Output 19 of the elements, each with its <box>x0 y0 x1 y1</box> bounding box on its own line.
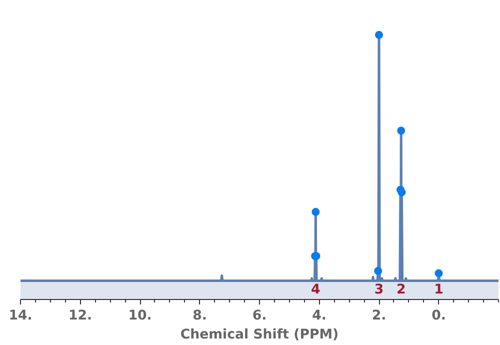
x-tick-label: 12. <box>68 308 92 324</box>
point <box>312 208 320 216</box>
point <box>434 269 443 278</box>
point <box>397 126 406 135</box>
point <box>375 30 383 39</box>
x-tick-label: 2. <box>372 308 386 324</box>
annotation: 4 <box>311 282 320 298</box>
x-tick-label: 6. <box>252 308 267 324</box>
x-tick-label: 14. <box>8 308 32 324</box>
x-tick-label: 8. <box>192 308 207 324</box>
x-tick-label: 4. <box>312 308 326 324</box>
x-tick-label: 0. <box>432 308 446 324</box>
x-tick-label: 10. <box>128 308 152 324</box>
annotation: 2 <box>396 282 406 298</box>
annotation: 3 <box>374 282 384 298</box>
point <box>374 266 382 275</box>
point <box>398 188 406 196</box>
x-axis-title: Chemical Shift (PPM) <box>180 328 339 342</box>
annotation: 1 <box>434 282 444 298</box>
